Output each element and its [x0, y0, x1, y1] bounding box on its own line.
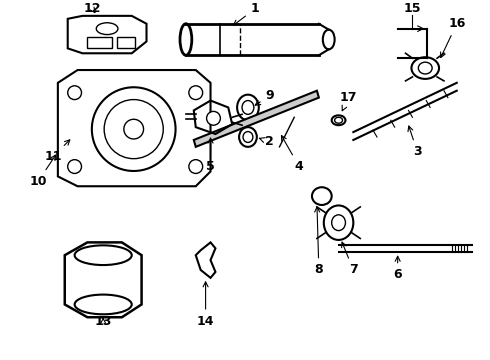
- Ellipse shape: [324, 206, 353, 240]
- Text: 11: 11: [44, 140, 70, 163]
- Text: 17: 17: [340, 91, 357, 111]
- Bar: [87, 37, 112, 48]
- Circle shape: [189, 159, 203, 174]
- Text: 14: 14: [197, 282, 214, 328]
- Ellipse shape: [332, 215, 345, 230]
- Text: 8: 8: [315, 207, 323, 276]
- Text: 16: 16: [441, 17, 465, 58]
- Text: 15: 15: [404, 3, 421, 15]
- Text: 3: 3: [408, 126, 422, 158]
- Circle shape: [68, 159, 81, 174]
- Ellipse shape: [332, 115, 345, 125]
- Text: 9: 9: [255, 89, 274, 105]
- Ellipse shape: [243, 132, 253, 143]
- Ellipse shape: [312, 187, 332, 205]
- Ellipse shape: [242, 100, 254, 114]
- Ellipse shape: [96, 23, 118, 35]
- Ellipse shape: [335, 117, 343, 123]
- Ellipse shape: [323, 30, 335, 49]
- Text: 1: 1: [233, 3, 259, 25]
- Bar: [117, 37, 135, 48]
- Text: 10: 10: [29, 155, 56, 188]
- Ellipse shape: [104, 100, 163, 159]
- Text: 12: 12: [84, 3, 101, 15]
- Text: 6: 6: [393, 256, 402, 282]
- Circle shape: [68, 86, 81, 100]
- Text: 5: 5: [206, 138, 215, 173]
- Text: 4: 4: [281, 136, 303, 173]
- Ellipse shape: [92, 87, 175, 171]
- Circle shape: [189, 86, 203, 100]
- Ellipse shape: [207, 111, 220, 125]
- Ellipse shape: [124, 119, 144, 139]
- Ellipse shape: [180, 24, 192, 55]
- Ellipse shape: [418, 62, 432, 74]
- Ellipse shape: [74, 246, 132, 265]
- Text: 7: 7: [342, 242, 358, 276]
- Text: 2: 2: [259, 135, 274, 148]
- Polygon shape: [194, 91, 319, 147]
- Text: 13: 13: [95, 315, 112, 328]
- Ellipse shape: [412, 57, 439, 79]
- Ellipse shape: [239, 127, 257, 147]
- Ellipse shape: [237, 95, 259, 120]
- Ellipse shape: [74, 294, 132, 314]
